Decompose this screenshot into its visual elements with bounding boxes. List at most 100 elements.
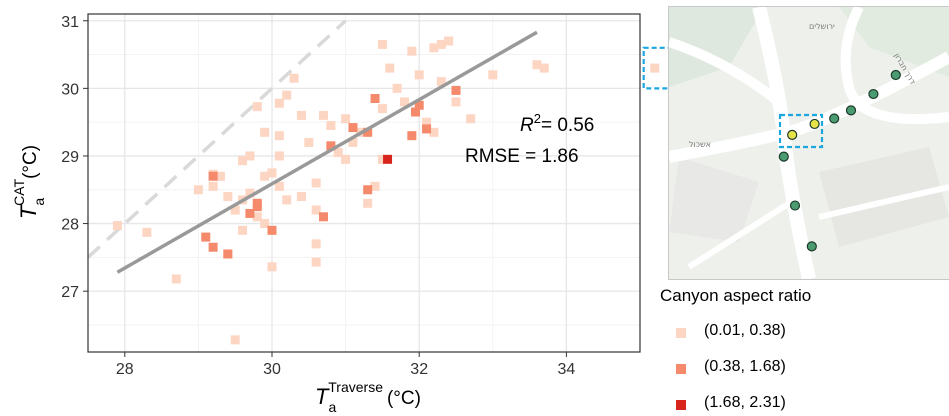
r2-annotation: R2= 0.56 (520, 111, 594, 136)
data-point (407, 131, 417, 141)
station-marker (829, 113, 840, 124)
grid-minor (88, 14, 641, 352)
data-point (223, 249, 233, 259)
x-tick-label: 28 (116, 361, 134, 378)
data-point (414, 70, 424, 80)
data-point (370, 94, 380, 103)
station-marker (778, 151, 789, 162)
data-point (296, 110, 306, 120)
legend-item: (1.68, 2.31) (676, 394, 786, 416)
data-point (267, 262, 277, 272)
data-point (260, 219, 270, 229)
data-point (260, 127, 270, 137)
data-point (385, 63, 395, 73)
data-point (377, 39, 387, 49)
data-point (444, 36, 454, 46)
data-point (252, 198, 262, 208)
data-point (245, 188, 255, 198)
map-highlight-box (778, 113, 824, 149)
data-point (230, 205, 240, 215)
data-point (383, 154, 393, 164)
station-marker (890, 69, 901, 81)
data-point (142, 227, 152, 237)
data-point (422, 117, 432, 127)
data-point (238, 156, 248, 166)
site-map: ירושלים דרך חברון אשכול (668, 6, 949, 280)
legend-title: Canyon aspect ratio (660, 286, 812, 305)
data-point (399, 97, 409, 107)
data-point (370, 181, 380, 191)
legend-swatch (676, 328, 686, 338)
legend-item: (0.01, 0.38) (676, 322, 786, 344)
data-point (311, 257, 321, 267)
x-tick-label: 32 (410, 361, 428, 378)
data-point (267, 225, 277, 235)
legend-label: (0.38, 1.68) (704, 358, 786, 375)
data-point (282, 195, 292, 205)
data-point (112, 221, 122, 231)
data-point (215, 171, 225, 181)
legend: Canyon aspect ratio (0.01, 0.38) (0.38, … (660, 286, 945, 414)
data-point (274, 131, 284, 141)
map-canvas: ירושלים דרך חברון אשכול (669, 7, 949, 279)
data-point (363, 127, 373, 137)
data-point (466, 114, 476, 124)
data-point (429, 43, 439, 53)
data-point (267, 168, 277, 178)
station-marker (845, 105, 857, 116)
data-point (363, 198, 373, 208)
station-marker (868, 88, 879, 100)
data-point (252, 212, 262, 222)
data-point (411, 107, 421, 117)
data-point (252, 102, 262, 112)
data-point (304, 137, 314, 147)
data-point (436, 39, 446, 49)
data-point (341, 154, 351, 164)
x-tick-label: 34 (558, 361, 576, 378)
data-point (223, 192, 233, 202)
y-axis-label: TaCAT(°C) (11, 145, 47, 219)
data-point (392, 83, 402, 93)
legend-item: (0.38, 1.68) (676, 358, 786, 380)
data-point (348, 123, 358, 133)
data-point (274, 151, 284, 161)
data-point (488, 70, 498, 80)
data-point (311, 178, 321, 188)
one-to-one-line (86, 19, 347, 259)
data-point (363, 185, 373, 195)
data-point (245, 208, 255, 218)
data-point (230, 335, 240, 345)
legend-swatch (676, 364, 686, 374)
data-point (208, 171, 218, 181)
x-axis-label: TaTraverse(°C) (315, 379, 421, 415)
data-point (436, 77, 446, 87)
data-point (193, 185, 203, 195)
data-point (341, 114, 351, 124)
data-point (171, 274, 181, 284)
data-point (208, 181, 218, 191)
data-point (296, 192, 306, 202)
data-point (260, 171, 270, 181)
data-point (282, 90, 292, 100)
station-markers (778, 69, 901, 252)
x-axis-ticks: 28 30 32 34 (116, 352, 575, 378)
y-tick-label: 29 (61, 149, 79, 166)
data-point (274, 181, 284, 191)
y-tick-label: 28 (61, 217, 79, 234)
data-point (377, 104, 387, 114)
data-point (311, 239, 321, 249)
data-point (311, 205, 321, 215)
data-point (319, 212, 329, 222)
data-point (201, 232, 211, 242)
legend-swatch (676, 400, 686, 410)
data-point (451, 97, 461, 107)
data-point (274, 98, 284, 108)
data-point (348, 137, 358, 147)
station-marker (789, 200, 801, 211)
data-point (208, 242, 218, 252)
x-tick-label: 30 (263, 361, 281, 378)
data-point (289, 73, 299, 83)
y-axis-ticks: 27 28 29 30 31 (61, 14, 88, 301)
data-point (650, 63, 660, 73)
